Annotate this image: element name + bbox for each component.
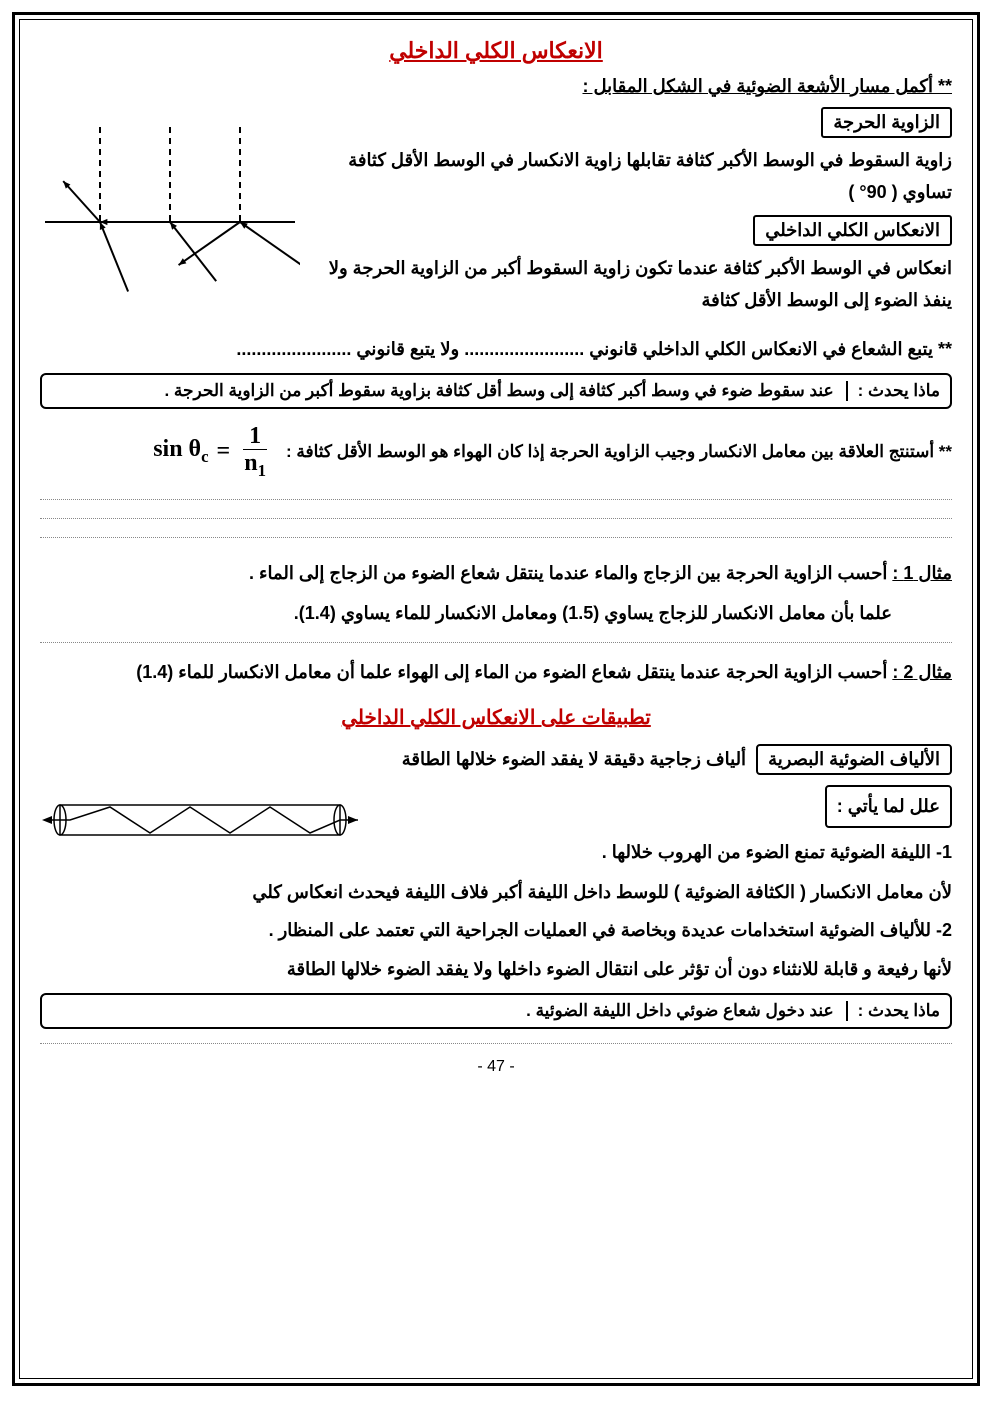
derive-relation-text: ** أستنتج العلاقة بين معامل الانكسار وجي…: [286, 442, 952, 462]
explain-item-1: 1- الليفة الضوئية تمنع الضوء من الهروب خ…: [372, 836, 952, 868]
page-number: - 47 -: [40, 1058, 952, 1076]
refraction-diagram: [40, 107, 300, 323]
critical-angle-label: الزاوية الحرجة: [821, 107, 952, 138]
explain-item-2-reason: لأنها رفيعة و قابلة للانثناء دون أن تؤثر…: [40, 953, 952, 985]
critical-angle-formula: sin θc = 1 n1: [153, 423, 272, 481]
what-happens-lead: ماذا يحدث :: [846, 381, 940, 401]
applications-title: تطبيقات على الانعكاس الكلي الداخلي: [40, 705, 952, 730]
what-happens-2-body: عند دخول شعاع ضوئي داخل الليفة الضوئية .: [526, 1001, 834, 1021]
follow-laws-line: ** يتبع الشعاع في الانعكاس الكلي الداخلي…: [40, 333, 952, 365]
explain-item-2: 2- للألياف الضوئية استخدامات عديدة وبخاص…: [40, 914, 952, 946]
explain-item-1-reason: لأن معامل الانكسار ( الكثافة الضوئية ) ل…: [40, 876, 952, 908]
what-happens-2-lead: ماذا يحدث :: [846, 1001, 940, 1021]
what-happens-body: عند سقوط ضوء في وسط أكبر كثافة إلى وسط أ…: [164, 381, 833, 401]
optical-fibers-definition: ألياف زجاجية دقيقة لا يفقد الضوء خلالها …: [402, 749, 746, 770]
complete-rays-heading: ** أكمل مسار الأشعة الضوئية في الشكل الم…: [40, 76, 952, 97]
dotted-blank-line: [40, 642, 952, 643]
optical-fibers-label: الألياف الضوئية البصرية: [756, 744, 952, 775]
optical-fiber-diagram: [40, 785, 360, 860]
what-happens-box: ماذا يحدث : عند سقوط ضوء في وسط أكبر كثا…: [40, 373, 952, 409]
dotted-blank-line: [40, 1043, 952, 1044]
tir-definition: انعكاس في الوسط الأكبر كثافة عندما تكون …: [312, 252, 952, 317]
what-happens-box-2: ماذا يحدث : عند دخول شعاع ضوئي داخل اللي…: [40, 993, 952, 1029]
dotted-blank-line: [40, 537, 952, 538]
dotted-blank-line: [40, 518, 952, 519]
critical-angle-definition: زاوية السقوط في الوسط الأكبر كثافة تقابل…: [312, 144, 952, 209]
example-2: مثال 2 : أحسب الزاوية الحرجة عندما ينتقل…: [40, 655, 952, 689]
main-title: الانعكاس الكلي الداخلي: [40, 38, 952, 64]
explain-label: علل لما يأتي :: [825, 785, 952, 827]
example-1-given: علما بأن معامل الانكسار للزجاج يساوي (1.…: [40, 596, 952, 630]
dotted-blank-line: [40, 499, 952, 500]
example-1: مثال 1 : أحسب الزاوية الحرجة بين الزجاج …: [40, 556, 952, 590]
tir-label: الانعكاس الكلي الداخلي: [753, 215, 952, 246]
